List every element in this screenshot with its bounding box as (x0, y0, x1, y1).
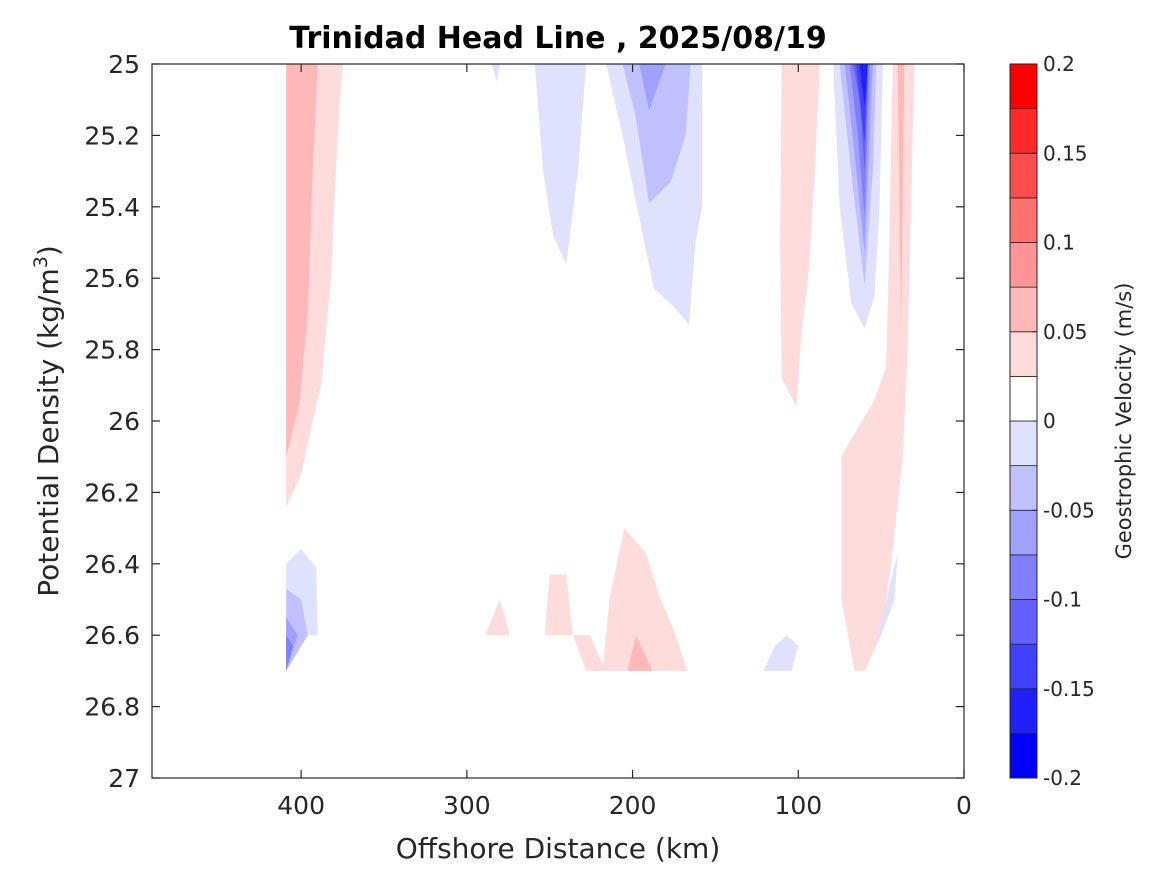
colorbar-swatch (1009, 331, 1038, 377)
x-tick-label: 200 (609, 791, 657, 820)
x-tick-label: 0 (956, 791, 972, 820)
y-tick-label: 26.4 (84, 550, 140, 579)
contour-region-deep-west-negative-4 (286, 635, 293, 671)
contour-region-deep-positive-small-b (544, 574, 607, 671)
contour-region-shelf-negative-deep (763, 635, 799, 671)
colorbar-tick-label: -0.2 (1043, 766, 1082, 790)
y-axis-label-suffix: ) (32, 245, 65, 256)
colorbar-swatch (1009, 242, 1038, 288)
colorbar-tick-label: 0.15 (1043, 141, 1088, 165)
contour-region-mid-negative-b-core (639, 64, 666, 111)
colorbar-tick-label: -0.1 (1043, 588, 1082, 612)
colorbar-tick-label: -0.15 (1043, 677, 1095, 701)
contour-regions (286, 64, 915, 671)
colorbar-swatch (1009, 465, 1038, 511)
y-tick-label: 26.6 (84, 621, 140, 650)
contour-region-shelf-positive-upper (780, 64, 820, 407)
colorbar: 0.2 0.15 0.1 0.05 0 -0.05 -0.1 -0.15 -0.2 (1009, 52, 1095, 790)
contour-region-coastal-negative-7 (859, 64, 868, 107)
colorbar-tick-label: 0.05 (1043, 320, 1088, 344)
contour-region-mid-negative-a (534, 64, 587, 264)
y-axis-label-superscript: 3 (30, 256, 52, 268)
chart-title: Trinidad Head Line , 2025/08/19 (289, 21, 826, 56)
colorbar-swatch (1009, 286, 1038, 333)
y-axis: 25 25.2 25.4 25.6 25.8 26 26.2 26.4 26.6 26.8 27 (84, 50, 964, 793)
colorbar-tick-label: 0 (1043, 409, 1056, 433)
colorbar-swatch (1009, 509, 1038, 556)
contour-region-deep-positive-c-core (627, 635, 653, 671)
colorbar-swatch (1009, 688, 1038, 734)
y-tick-label: 25 (108, 50, 140, 79)
x-tick-label: 100 (774, 791, 822, 820)
contour-region-nearshore-positive-outer (841, 64, 915, 671)
colorbar-tick-label: 0.1 (1043, 231, 1075, 255)
colorbar-swatch (1009, 599, 1038, 645)
colorbar-swatch (1009, 197, 1038, 243)
x-axis-label: Offshore Distance (km) (396, 832, 721, 865)
y-tick-label: 25.4 (84, 193, 140, 222)
colorbar-swatch (1009, 643, 1038, 690)
x-tick-label: 300 (443, 791, 491, 820)
colorbar-tick-label: -0.05 (1043, 498, 1095, 522)
y-tick-label: 27 (108, 764, 140, 793)
x-axis: 400 300 200 100 0 (277, 64, 972, 820)
contour-region-nearshore-negative-sliver (877, 553, 898, 636)
contour-region-offshore-jet-core (286, 64, 318, 457)
colorbar-label: Geostrophic Velocity (m/s) (1112, 283, 1136, 560)
y-tick-label: 25.8 (84, 336, 140, 365)
colorbar-swatch (1009, 152, 1038, 199)
y-axis-label: Potential Density (kg/m3) (30, 245, 65, 597)
contour-region-nearshore-positive-core (897, 64, 905, 332)
y-tick-label: 26 (108, 407, 140, 436)
colorbar-tick-label: 0.2 (1043, 52, 1075, 76)
colorbar-swatch (1009, 420, 1038, 467)
y-axis-label-main: Potential Density (kg/m (32, 268, 65, 597)
y-tick-label: 26.2 (84, 478, 140, 507)
colorbar-swatch (1009, 375, 1038, 422)
contour-region-mid-negative-b-mid (622, 64, 691, 204)
y-tick-label: 25.6 (84, 264, 140, 293)
y-tick-label: 25.2 (84, 121, 140, 150)
colorbar-swatch (1009, 732, 1038, 779)
x-tick-label: 400 (277, 791, 325, 820)
colorbar-swatch (1009, 108, 1038, 154)
y-tick-label: 26.8 (84, 693, 140, 722)
colorbar-swatch (1009, 63, 1038, 110)
contour-region-deep-positive-small-a (485, 599, 510, 636)
colorbar-swatch (1009, 554, 1038, 600)
contour-region-deep-positive-c-outer (602, 528, 688, 671)
contour-region-small-negative-top (491, 64, 500, 82)
